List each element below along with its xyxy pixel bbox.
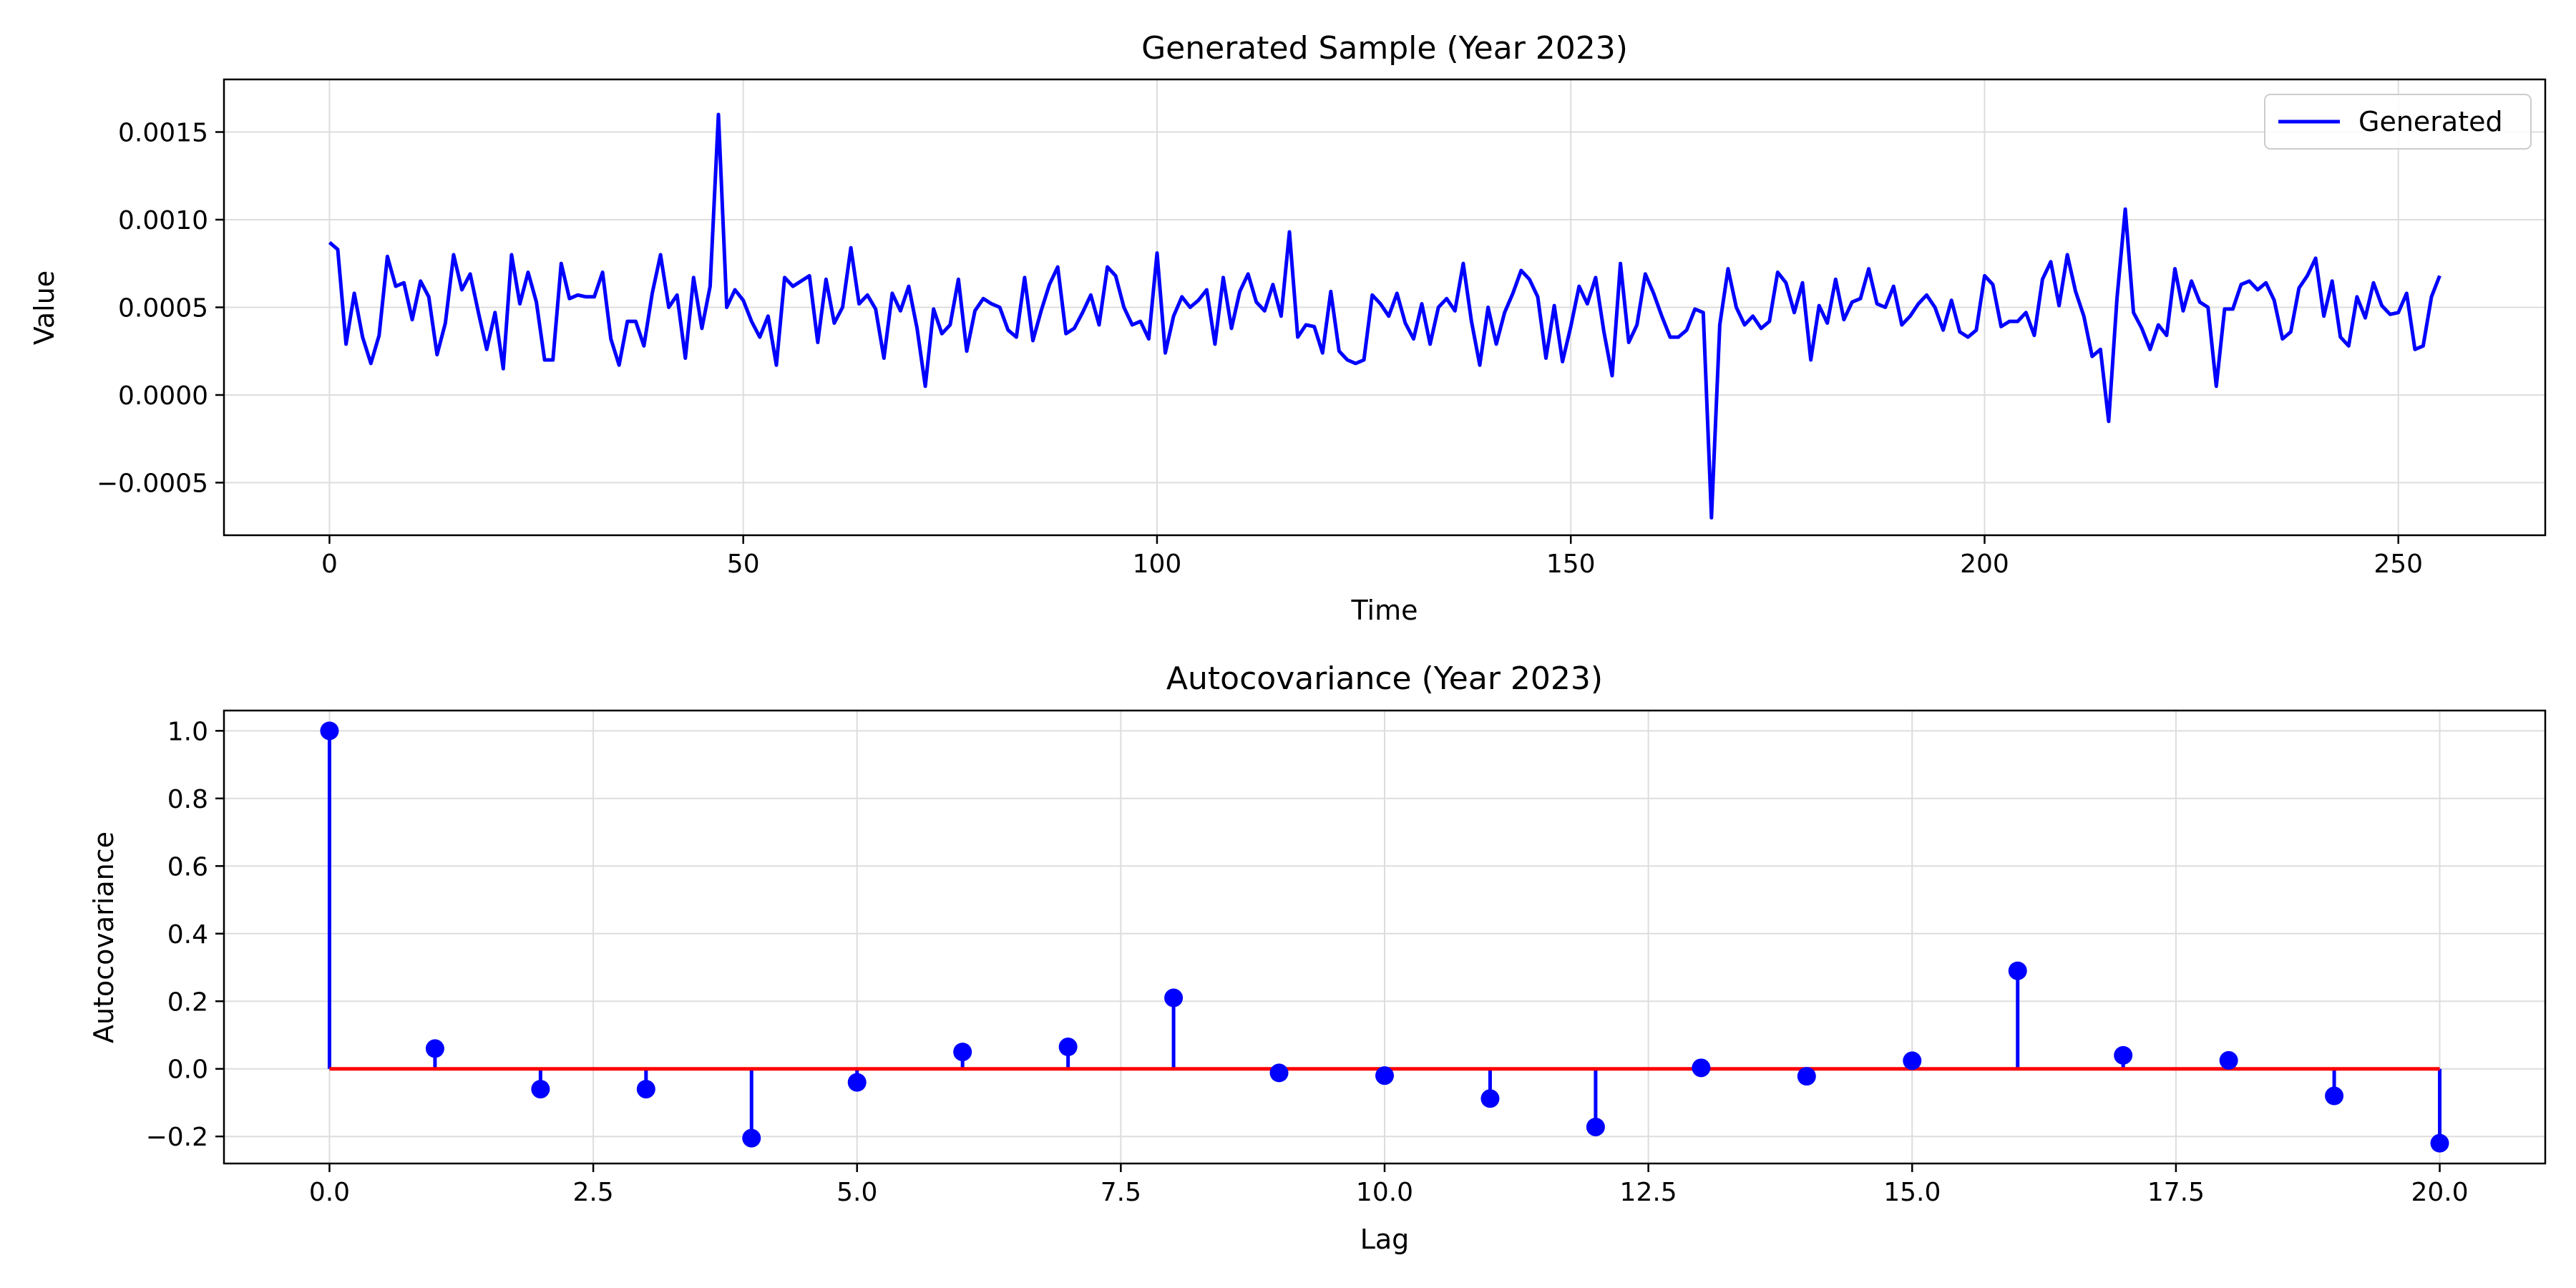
y-tick-label: 0.0 <box>167 1055 208 1085</box>
stem-marker <box>2325 1086 2344 1106</box>
y-axis-label: Value <box>29 270 60 345</box>
autocovariance-chart: 0.0 2.5 5.0 7.5 10.0 12.5 15.0 17.5 20.0 −0.2 0.0… <box>88 660 2547 1255</box>
x-ticks: 0 50 100 150 200 250 <box>321 535 2423 579</box>
stem-marker <box>531 1080 550 1099</box>
stem-marker <box>2430 1133 2449 1153</box>
stem-marker <box>1903 1051 1922 1070</box>
y-tick-label: 1.0 <box>167 717 208 746</box>
stem-marker <box>1480 1089 1500 1108</box>
y-tick-label: 0.0005 <box>118 294 208 323</box>
generated-sample-chart: 0 50 100 150 200 250 −0.0005 0.0000 0.0005 0.001… <box>29 30 2547 626</box>
stem-marker <box>1058 1038 1078 1057</box>
chart-title: Generated Sample (Year 2023) <box>1141 30 1628 67</box>
stem-marker <box>847 1073 867 1092</box>
stem-marker <box>2008 961 2027 980</box>
grid <box>224 79 2545 535</box>
stem-marker <box>425 1039 444 1058</box>
y-axis-label: Autocovariance <box>88 831 119 1043</box>
legend: Generated <box>2264 94 2532 150</box>
series-layer <box>328 112 2441 519</box>
x-tick-label: 0 <box>321 550 338 579</box>
y-tick-label: 0.8 <box>167 785 208 814</box>
x-tick-label: 0.0 <box>309 1178 350 1207</box>
y-ticks: −0.0005 0.0000 0.0005 0.0010 0.0015 <box>97 119 224 499</box>
stem-marker <box>2114 1045 2133 1065</box>
stem-marker <box>1269 1063 1289 1083</box>
x-tick-label: 150 <box>1546 550 1596 579</box>
x-tick-label: 20.0 <box>2411 1178 2468 1207</box>
x-tick-label: 5.0 <box>836 1178 877 1207</box>
x-tick-label: 250 <box>2373 550 2423 579</box>
stem-marker <box>1586 1117 1605 1136</box>
stem-marker <box>953 1043 972 1062</box>
legend-box <box>2264 94 2532 150</box>
x-tick-label: 100 <box>1133 550 1182 579</box>
x-tick-label: 200 <box>1960 550 2009 579</box>
y-tick-label: 0.4 <box>167 920 208 950</box>
x-tick-label: 12.5 <box>1620 1178 1677 1207</box>
x-tick-label: 7.5 <box>1101 1178 1141 1207</box>
x-tick-label: 50 <box>727 550 760 579</box>
x-axis-label: Time <box>1351 595 1418 626</box>
stem-marker <box>320 721 339 741</box>
x-axis-label: Lag <box>1360 1224 1410 1255</box>
x-ticks: 0.0 2.5 5.0 7.5 10.0 12.5 15.0 17.5 20.0 <box>309 1163 2469 1207</box>
stem-marker <box>1692 1058 1711 1078</box>
y-tick-label: 0.0000 <box>118 381 208 411</box>
y-tick-label: −0.2 <box>146 1123 208 1152</box>
y-ticks: −0.2 0.0 0.2 0.4 0.6 0.8 1.0 <box>146 717 224 1152</box>
stem-marker <box>1375 1066 1394 1085</box>
stem-marker <box>1797 1067 1816 1086</box>
chart-title: Autocovariance (Year 2023) <box>1166 660 1603 697</box>
markers-layer <box>320 721 2449 1153</box>
y-tick-label: 0.0015 <box>118 119 208 148</box>
x-tick-label: 17.5 <box>2147 1178 2205 1207</box>
series-line-generated <box>328 112 2441 519</box>
stem-marker <box>2219 1050 2238 1070</box>
stem-marker <box>742 1128 761 1148</box>
y-tick-label: 0.6 <box>167 852 208 882</box>
stem-marker <box>636 1080 655 1099</box>
x-tick-label: 2.5 <box>572 1178 613 1207</box>
y-tick-label: 0.2 <box>167 987 208 1017</box>
x-tick-label: 15.0 <box>1883 1178 1941 1207</box>
legend-label-generated: Generated <box>2358 106 2503 137</box>
x-tick-label: 10.0 <box>1356 1178 1413 1207</box>
stem-marker <box>1164 988 1184 1008</box>
y-tick-label: 0.0010 <box>118 206 208 235</box>
y-tick-label: −0.0005 <box>97 469 208 499</box>
